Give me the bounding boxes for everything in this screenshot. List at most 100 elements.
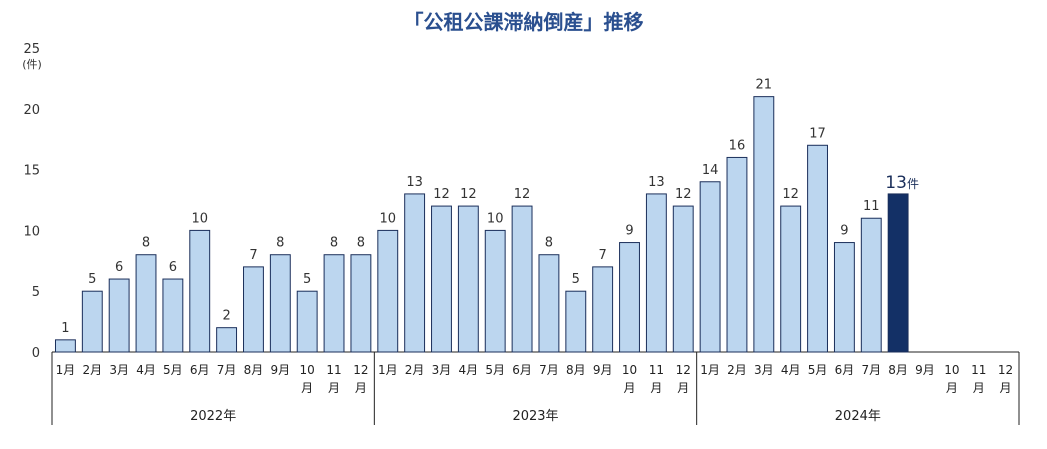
bar: [323, 254, 345, 353]
year-label: 2023年: [512, 409, 558, 424]
data-label: 14: [702, 163, 719, 178]
bar: [780, 205, 802, 353]
x-tick-label-suffix: 月: [677, 381, 689, 395]
bar: [672, 205, 694, 353]
bar: [619, 242, 640, 353]
bar: [645, 193, 667, 353]
bar: [511, 205, 533, 353]
data-label: 11: [863, 199, 880, 214]
bar: [431, 205, 452, 353]
x-tick-label-suffix: 月: [301, 381, 313, 395]
data-label: 12: [675, 187, 692, 202]
y-tick-label: 20: [23, 103, 40, 118]
x-tick-label: 10: [944, 363, 959, 377]
data-label: 9: [840, 224, 848, 239]
y-tick-label: 5: [32, 285, 40, 300]
y-tick-label: 0: [32, 346, 40, 361]
bar: [484, 229, 506, 353]
x-tick-label: 9月: [915, 363, 935, 377]
bar: [592, 266, 614, 353]
x-tick-label-suffix: 月: [946, 381, 958, 395]
x-tick-label: 11: [326, 363, 341, 377]
data-label: 2: [222, 309, 230, 324]
x-tick-label: 6月: [835, 363, 855, 377]
data-label: 8: [357, 236, 365, 251]
x-tick-label: 12: [353, 363, 368, 377]
x-tick-label: 1月: [378, 363, 398, 377]
y-tick-label: 25: [23, 42, 40, 57]
data-label: 12: [514, 187, 531, 202]
x-tick-label: 11: [649, 363, 664, 377]
x-tick-label: 10: [622, 363, 637, 377]
bar: [457, 205, 479, 353]
x-tick-label-suffix: 月: [973, 381, 985, 395]
bar: [833, 242, 855, 353]
year-label: 2022年: [190, 409, 236, 424]
bar: [753, 96, 775, 353]
data-label: 10: [379, 211, 396, 226]
bar: [404, 193, 426, 353]
bar: [243, 266, 264, 353]
data-label: 8: [330, 236, 338, 251]
bar: [377, 229, 399, 353]
x-tick-label: 1月: [700, 363, 720, 377]
bar: [189, 229, 211, 353]
x-tick-label: 6月: [190, 363, 210, 377]
chart-title: 「公租公課滞納倒産」推移: [403, 10, 644, 34]
x-tick-label: 4月: [459, 363, 479, 377]
x-tick-label: 12: [998, 363, 1013, 377]
bar: [108, 278, 130, 353]
bar: [135, 254, 157, 353]
x-tick-label: 5月: [808, 363, 828, 377]
data-label: 7: [599, 248, 607, 263]
x-tick-label: 11: [971, 363, 986, 377]
x-tick-label-suffix: 月: [1000, 381, 1012, 395]
bar: [887, 193, 909, 353]
bar: [350, 254, 372, 353]
y-tick-label: 10: [23, 224, 40, 239]
bar: [81, 290, 103, 353]
data-label: 8: [276, 236, 284, 251]
x-tick-label-suffix: 月: [328, 381, 340, 395]
data-label: 5: [303, 272, 311, 287]
data-label: 5: [88, 272, 96, 287]
x-tick-label: 10: [300, 363, 315, 377]
data-label: 13: [406, 175, 423, 190]
x-tick-label: 4月: [781, 363, 801, 377]
data-label: 8: [142, 236, 150, 251]
y-tick-label: 15: [23, 164, 40, 179]
x-tick-label: 9月: [593, 363, 613, 377]
x-tick-label: 12: [676, 363, 691, 377]
data-label: 6: [169, 260, 177, 275]
x-tick-label: 5月: [485, 363, 505, 377]
bar: [726, 156, 748, 353]
data-label: 7: [249, 248, 257, 263]
x-tick-label: 8月: [566, 363, 586, 377]
x-tick-label: 2月: [727, 363, 747, 377]
x-tick-label: 3月: [432, 363, 452, 377]
x-tick-label: 4月: [136, 363, 156, 377]
data-label: 12: [782, 187, 799, 202]
year-label: 2024年: [835, 409, 881, 424]
x-tick-label: 2月: [82, 363, 102, 377]
x-tick-label: 1月: [56, 363, 76, 377]
data-label: 21: [756, 78, 773, 93]
data-label: 12: [433, 187, 450, 202]
bar: [296, 290, 318, 353]
y-unit-label: (件): [22, 58, 42, 71]
data-label: 13: [648, 175, 665, 190]
x-tick-label: 9月: [270, 363, 290, 377]
data-label: 6: [115, 260, 123, 275]
x-tick-label: 6月: [512, 363, 532, 377]
bar: [807, 144, 828, 353]
x-tick-label: 3月: [109, 363, 129, 377]
data-label: 17: [809, 126, 826, 141]
data-label: 10: [487, 211, 504, 226]
bar: [699, 181, 721, 353]
bar: [860, 217, 882, 353]
bar: [54, 339, 76, 353]
x-tick-label-suffix: 月: [355, 381, 367, 395]
x-tick-label: 7月: [217, 363, 237, 377]
bar: [269, 254, 291, 353]
